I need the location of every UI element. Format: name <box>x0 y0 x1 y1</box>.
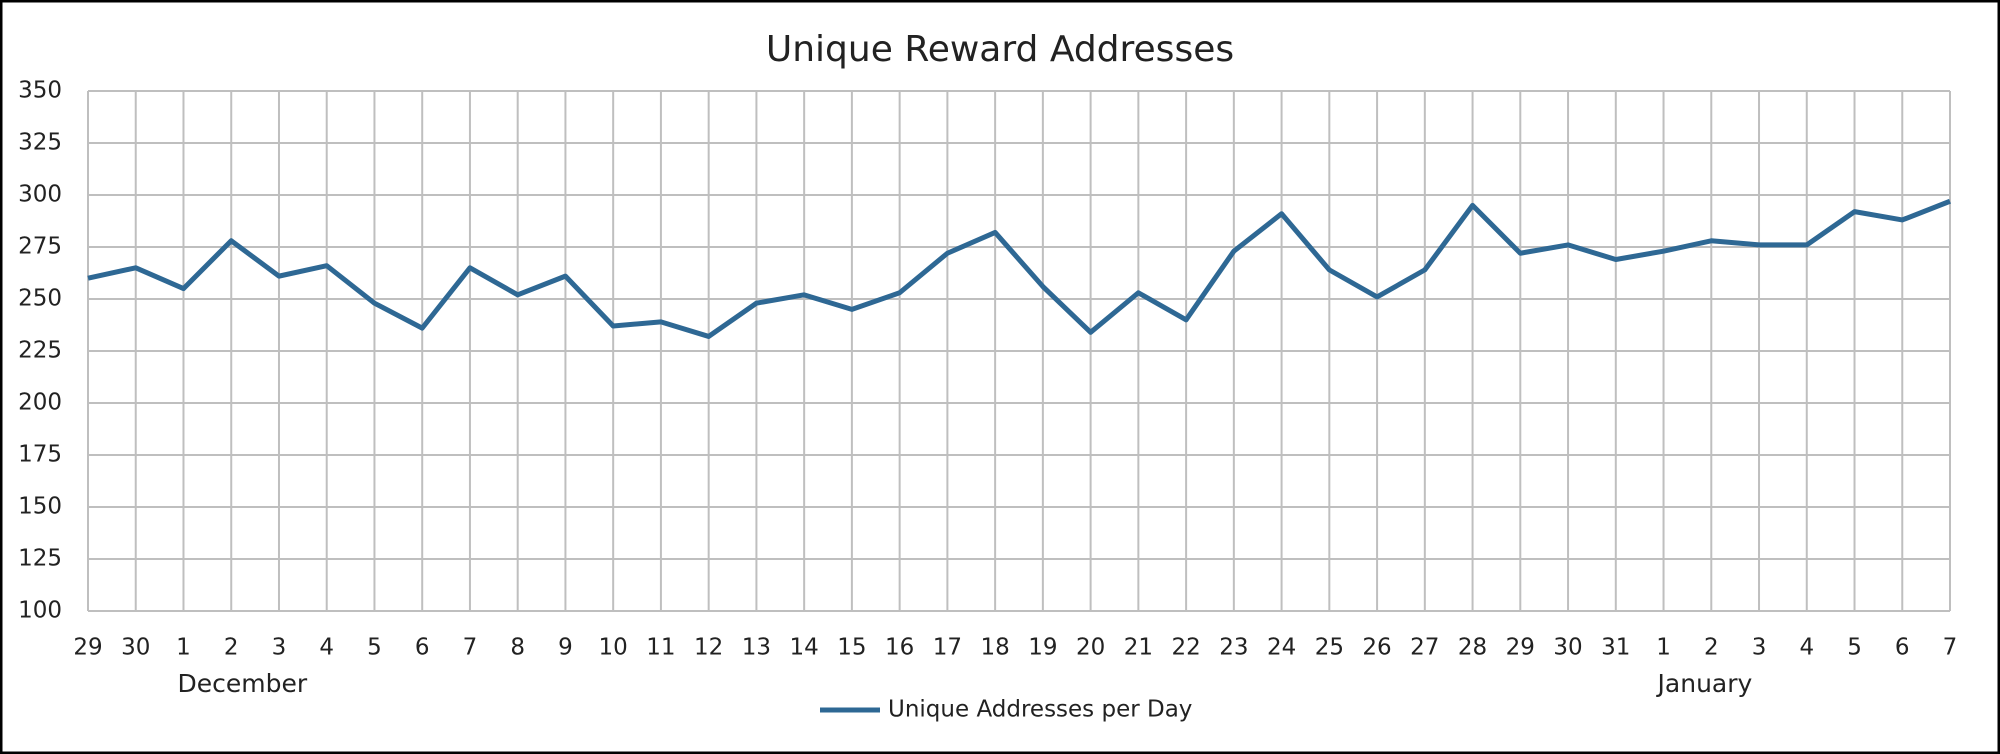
x-tick-label: 13 <box>742 635 771 661</box>
x-tick-label: 18 <box>980 635 1009 661</box>
x-tick-label: 4 <box>1799 635 1814 661</box>
x-tick-label: 30 <box>1553 635 1582 661</box>
y-tick-label: 350 <box>18 78 62 104</box>
x-tick-label: 23 <box>1219 635 1248 661</box>
x-tick-label: 14 <box>790 635 819 661</box>
x-tick-label: 7 <box>1943 635 1958 661</box>
y-tick-label: 200 <box>18 390 62 416</box>
x-tick-label: 19 <box>1028 635 1057 661</box>
y-tick-label: 125 <box>18 546 62 572</box>
x-tick-label: 4 <box>319 635 334 661</box>
x-tick-label: 2 <box>224 635 239 661</box>
x-tick-label: 1 <box>1656 635 1671 661</box>
y-tick-label: 175 <box>18 442 62 468</box>
chart-title: Unique Reward Addresses <box>766 29 1234 70</box>
y-tick-label: 275 <box>18 234 62 260</box>
x-tick-label: 26 <box>1362 635 1391 661</box>
x-tick-label: 5 <box>1847 635 1862 661</box>
x-tick-label: 30 <box>121 635 150 661</box>
x-tick-label: 3 <box>1752 635 1767 661</box>
y-tick-label: 300 <box>18 182 62 208</box>
x-tick-label: 8 <box>510 635 525 661</box>
x-tick-label: 7 <box>463 635 478 661</box>
y-tick-label: 325 <box>18 130 62 156</box>
y-tick-label: 250 <box>18 286 62 312</box>
x-tick-label: 2 <box>1704 635 1719 661</box>
x-tick-label: 12 <box>694 635 723 661</box>
y-tick-label: 225 <box>18 338 62 364</box>
x-tick-label: 22 <box>1171 635 1200 661</box>
month-label: January <box>1656 669 1753 698</box>
x-tick-label: 11 <box>646 635 675 661</box>
x-tick-label: 25 <box>1315 635 1344 661</box>
data-line <box>87 198 1951 339</box>
x-tick-label: 29 <box>1506 635 1535 661</box>
x-tick-label: 20 <box>1076 635 1105 661</box>
x-tick-label: 27 <box>1410 635 1439 661</box>
x-tick-label: 3 <box>272 635 287 661</box>
y-tick-label: 100 <box>18 598 62 624</box>
x-tick-label: 28 <box>1458 635 1487 661</box>
x-tick-label: 6 <box>415 635 430 661</box>
x-tick-label: 5 <box>367 635 382 661</box>
x-tick-label: 1 <box>176 635 191 661</box>
legend-label: Unique Addresses per Day <box>888 697 1192 723</box>
x-tick-label: 29 <box>73 635 102 661</box>
y-tick-label: 150 <box>18 494 62 520</box>
x-tick-label: 21 <box>1124 635 1153 661</box>
x-tick-label: 17 <box>933 635 962 661</box>
x-tick-label: 9 <box>558 635 573 661</box>
month-label: December <box>177 669 307 698</box>
x-tick-label: 24 <box>1267 635 1296 661</box>
x-tick-label: 16 <box>885 635 914 661</box>
x-tick-label: 15 <box>837 635 866 661</box>
x-tick-label: 31 <box>1601 635 1630 661</box>
x-tick-label: 6 <box>1895 635 1910 661</box>
x-tick-label: 10 <box>599 635 628 661</box>
